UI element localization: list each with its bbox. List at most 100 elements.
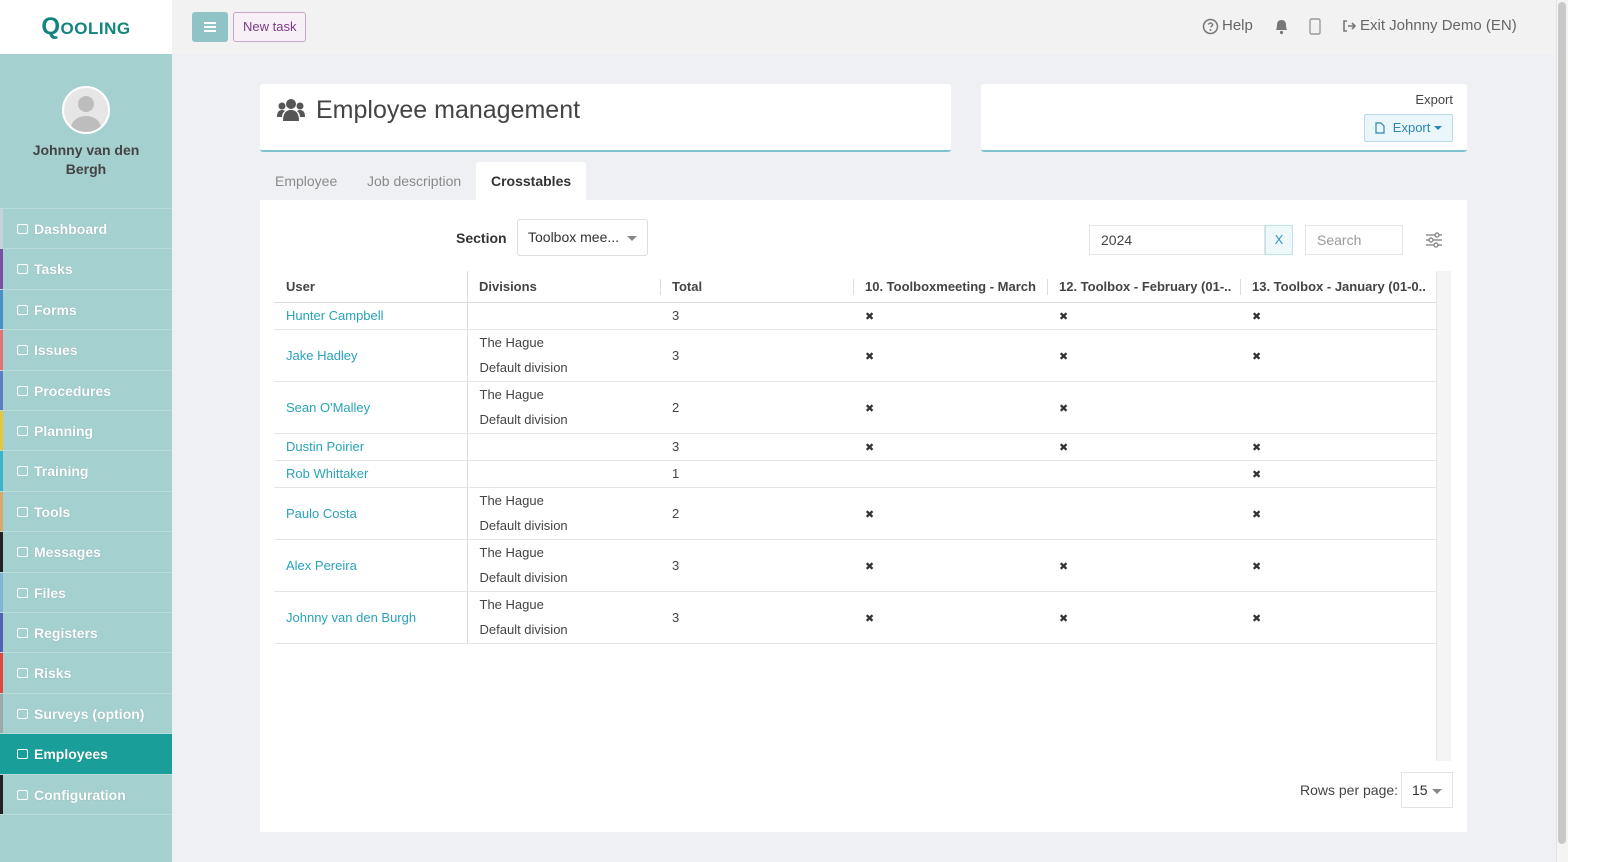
new-task-button[interactable]: New task [233, 12, 307, 42]
tab[interactable]: Employee [275, 173, 338, 189]
divisions-cell: The Hague Default division [466, 591, 660, 644]
nav-item[interactable]: Employees [0, 734, 172, 775]
attendance-cell: ✖ [1240, 329, 1436, 382]
device-icon[interactable] [1309, 18, 1321, 35]
nav-label: Tasks [34, 261, 73, 278]
nav-label: Dashboard [34, 221, 108, 237]
export-button[interactable]: Export [1363, 114, 1453, 142]
table-row: Alex Pereira The Hague Default division 3 ✖ ✖… [274, 539, 1436, 592]
export-card: Export Export [981, 84, 1467, 152]
attendance-cell: ✖ [1240, 487, 1436, 540]
user-cell: Hunter Campbell [274, 302, 467, 330]
nav-icon [17, 587, 28, 598]
division: The Hague [479, 597, 544, 612]
division: Default division [479, 518, 568, 533]
nav-item[interactable]: Planning [0, 411, 172, 452]
user-link[interactable]: Alex Pereira [286, 557, 357, 573]
employees-icon [277, 99, 305, 121]
table-row: Rob Whittaker 1 ✖ [274, 460, 1436, 488]
attendance-cell: ✖ [853, 539, 1047, 592]
menu-button[interactable] [192, 12, 228, 42]
user-link[interactable]: Sean O'Malley [286, 399, 371, 415]
user-link[interactable]: Paulo Costa [286, 505, 357, 521]
nav-icon [17, 426, 28, 436]
column-header[interactable]: 12. Toolbox - February (01-.. [1047, 271, 1240, 303]
nav-icon [17, 345, 28, 356]
column-header[interactable]: 10. Toolboxmeeting - March [853, 271, 1047, 303]
brand-logo[interactable]: Qooling [0, 0, 172, 54]
tab[interactable]: Job description [367, 173, 462, 189]
attendance-mark: ✖ [865, 311, 875, 323]
attendance-mark: ✖ [865, 350, 875, 363]
division: The Hague [479, 493, 544, 508]
user-cell: Paulo Costa [274, 487, 467, 540]
nav-item[interactable]: Surveys (option) [0, 693, 172, 735]
user-cell: Rob Whittaker [274, 460, 467, 488]
attendance-mark: ✖ [1252, 612, 1262, 625]
rows-per-page-value: 15 [1412, 782, 1428, 798]
clear-button[interactable]: X [1265, 225, 1293, 255]
user-link[interactable]: Jake Hadley [286, 347, 358, 363]
nav-item[interactable]: Risks [0, 653, 172, 694]
nav-item[interactable]: Tasks [0, 249, 172, 290]
year-input[interactable]: 2024 [1089, 225, 1265, 255]
nav-stripe [0, 249, 3, 289]
nav-stripe [0, 532, 3, 572]
column-header[interactable]: 13. Toolbox - January (01-0.. [1240, 271, 1436, 303]
section-select[interactable]: Toolbox mee... [517, 219, 648, 256]
column-header[interactable]: Total [660, 271, 853, 303]
caret [627, 236, 637, 241]
nav-item[interactable]: Training [0, 451, 172, 492]
nav-icon [17, 628, 28, 638]
nav-item[interactable]: Files [0, 572, 172, 613]
scroll-thumb[interactable] [1558, 2, 1566, 844]
table-scrollbar[interactable] [1436, 271, 1451, 761]
nav-icon [17, 506, 28, 517]
attendance-cell [1047, 460, 1240, 488]
nav-item[interactable]: Messages [0, 532, 172, 573]
help-link[interactable]: Help [1222, 17, 1253, 34]
user-link[interactable]: Hunter Campbell [286, 308, 384, 323]
settings-icon[interactable] [1425, 232, 1443, 248]
nav-stripe [0, 451, 3, 491]
nav-item[interactable]: Dashboard [0, 209, 172, 250]
attendance-cell: ✖ [853, 381, 1047, 434]
division: The Hague [479, 545, 544, 560]
exit-link[interactable]: Exit Johnny Demo (EN) [1360, 17, 1517, 34]
nav-item[interactable]: Tools [0, 491, 172, 533]
column-header[interactable]: User [274, 271, 467, 303]
divisions-cell: The Hague Default division [466, 329, 660, 382]
table-row: Jake Hadley The Hague Default division 3 ✖ ✖ ✖ [274, 329, 1436, 382]
crosstable: User Divisions Total 10. Toolboxmeeting - M… [274, 271, 1436, 644]
user-link[interactable]: Dustin Poirier [286, 439, 365, 454]
nav-label: Surveys (option) [34, 705, 145, 722]
main: Employee management Export Export Employ… [172, 54, 1556, 862]
tab[interactable]: Crosstables [476, 162, 587, 200]
rows-per-page-select[interactable]: 15 [1401, 772, 1453, 808]
user-cell: Dustin Poirier [274, 433, 467, 461]
attendance-cell: ✖ [1240, 302, 1436, 330]
divisions-cell [466, 460, 660, 488]
user-link[interactable]: Johnny van den Burgh [286, 609, 417, 625]
avatar [62, 86, 110, 134]
nav-item[interactable]: Procedures [0, 370, 172, 411]
nav-item[interactable]: Forms [0, 289, 172, 331]
nav-item[interactable]: Configuration [0, 774, 172, 815]
division: Default division [479, 412, 568, 427]
nav-item[interactable]: Issues [0, 330, 172, 371]
total-cell: 2 [660, 487, 853, 540]
notifications-icon[interactable] [1274, 18, 1289, 35]
nav-icon [17, 224, 28, 234]
search-input[interactable]: Search [1305, 225, 1403, 255]
nav-item[interactable]: Registers [0, 613, 172, 654]
table-row: Paulo Costa The Hague Default division 2 ✖ ✖ [274, 487, 1436, 540]
user-cell: Alex Pereira [274, 539, 467, 592]
nav-stripe [0, 370, 3, 410]
divisions-cell [466, 433, 660, 461]
nav-stripe [0, 411, 3, 451]
user-link[interactable]: Rob Whittaker [286, 466, 369, 481]
attendance-cell: ✖ [853, 329, 1047, 382]
user-cell: Johnny van den Burgh [274, 591, 467, 644]
column-header[interactable]: Divisions [467, 271, 660, 303]
